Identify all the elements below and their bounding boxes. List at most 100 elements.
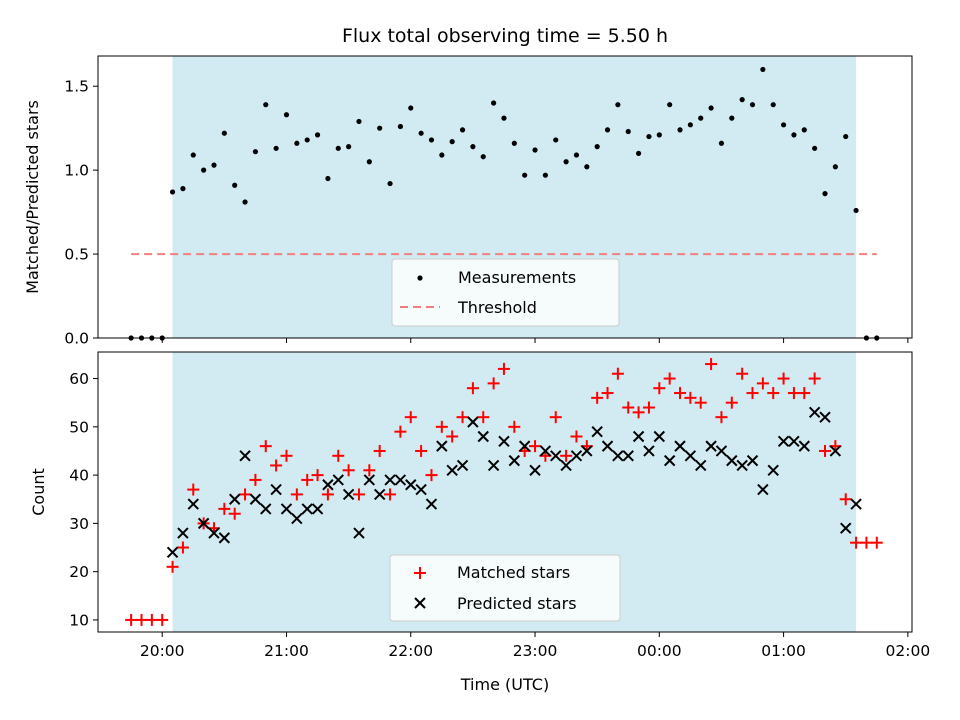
predicted-star-point [840,522,852,534]
predicted-star-point [228,493,241,505]
matched-star-point [663,372,676,385]
predicted-star-point [384,474,396,486]
measurement-point [698,115,704,121]
predicted-star-point [643,445,655,457]
measurement-point [169,189,176,195]
measurement-point [812,145,818,151]
predicted-star-point [518,440,531,452]
matched-star-point [870,536,883,549]
predicted-star-point [436,440,448,452]
matched-star-point [425,469,438,482]
matched-star-point [176,541,189,554]
matched-star-point [674,387,687,400]
predicted-star-point [726,454,738,467]
matched-star-point [570,430,583,443]
predicted-star-point [746,454,759,467]
measurement-point [687,122,693,128]
measurement-point [397,123,404,130]
predicted-star-point [373,488,386,501]
predicted-star-point [353,527,365,539]
lower-plot-frame [97,351,913,633]
matched-star-point [394,425,407,438]
matched-star-point [352,488,365,501]
x-tick-label: 00:00 [637,642,682,660]
matched-star-point [156,613,169,626]
upper-y-axis-label: Matched/Predicted stars [23,100,42,294]
matched-star-point [777,372,790,385]
matched-star-point [591,391,604,404]
matched-star-point [384,488,397,501]
matched-star-point [270,459,283,472]
lower-legend: Matched stars Predicted stars [389,554,621,622]
measurement-point [480,154,486,160]
measurement-point [304,137,310,143]
measurement-point [749,102,756,108]
measurement-point [252,149,259,155]
matched-star-point [249,473,262,486]
measurement-point [387,180,393,187]
measurement-point [511,140,517,146]
predicted-star-point [405,479,417,491]
measurement-point [294,140,300,146]
predicted-star-point [632,430,645,443]
predicted-star-point [612,450,624,462]
predicted-star-point [663,454,676,467]
y-tick-label: 60 [69,370,89,388]
measurement-point [211,162,217,168]
matched-star-point [715,411,728,424]
predicted-star-point [197,517,210,530]
measurement-point [491,100,497,106]
measurement-point [573,152,580,158]
measurement-point [584,164,590,170]
x-tick-label: 01:00 [761,642,806,660]
matched-star-point [435,420,448,433]
x-axis-label: Time (UTC) [460,675,549,694]
matched-stars-points [125,358,883,626]
predicted-star-point [767,464,779,476]
predicted-star-point [560,459,572,472]
predicted-star-point [208,527,220,539]
x-tick-label: 02:00 [886,642,931,660]
predicted-star-point [291,512,303,525]
predicted-stars-points [166,406,862,559]
predicted-star-point [166,546,179,559]
matched-star-point [290,488,303,501]
measurement-point [418,130,424,136]
measurement-point [501,115,507,121]
predicted-star-point [570,450,583,462]
measurement-point [232,182,238,188]
legend-measurements-label: Measurements [458,268,576,287]
matched-star-point [808,372,821,385]
predicted-star-point [249,493,262,505]
matched-star-point [611,367,624,380]
predicted-star-point [446,464,458,476]
predicted-star-point [777,435,790,448]
matched-star-point [415,444,428,457]
predicted-star-point [819,411,831,423]
matched-star-point [725,396,738,409]
matched-star-point [404,411,417,424]
measurement-point [283,112,290,118]
measurement-point [314,132,321,138]
matched-star-point [767,387,780,400]
matched-star-point [342,464,355,477]
lower-legend-box [389,554,621,622]
y-tick-label: 30 [69,515,89,533]
measurement-point [366,159,372,165]
x-tick-label: 23:00 [513,642,558,660]
x-tick-label: 21:00 [264,642,309,660]
matched-star-point [787,387,800,400]
matched-star-point [746,387,759,400]
lower-x-ticks: 20:00 21:00 22:00 23:00 00:00 01:00 02:00 [140,632,930,660]
predicted-star-point [850,498,862,510]
measurement-point [190,152,196,158]
predicted-star-point [311,503,324,515]
predicted-star-point [456,459,469,472]
matched-star-point [301,473,314,486]
predicted-star-point [508,454,521,467]
measurement-point [325,175,331,182]
predicted-star-point [270,483,282,496]
matched-star-point [166,560,179,573]
predicted-star-point [715,445,728,457]
x-tick-label: 22:00 [388,642,433,660]
